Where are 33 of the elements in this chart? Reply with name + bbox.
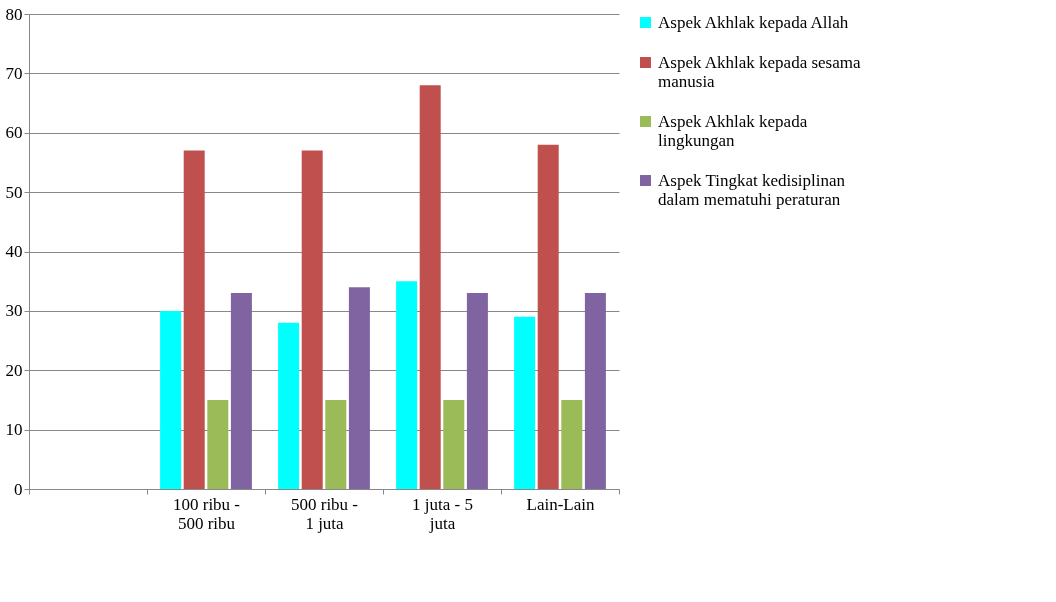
bar [348, 287, 370, 489]
bar [230, 293, 252, 489]
y-tick-label: 40 [5, 242, 23, 261]
y-tick-label: 10 [5, 420, 23, 440]
legend-label: Aspek Tingkat kedisiplinan dalam mematuhi peraturan [658, 170, 846, 209]
legend-label: Aspek Akhlak kepada Allah [658, 12, 849, 32]
bar [561, 399, 583, 489]
bar [301, 150, 323, 489]
bar [584, 293, 606, 489]
x-tick-label: 100 ribu - 500 ribu [172, 494, 241, 533]
x-tick-label: Lain-Lain [526, 494, 595, 514]
bar [278, 322, 300, 489]
bar [325, 399, 347, 489]
x-tick-label: 500 ribu - 1 juta [290, 494, 359, 533]
bar [396, 281, 418, 489]
y-tick-label: 80 [5, 4, 23, 24]
y-tick-label: 30 [5, 301, 23, 321]
bar [207, 399, 229, 489]
bar [514, 316, 536, 489]
bar [537, 144, 559, 489]
bar [443, 399, 465, 489]
y-tick-label: 60 [5, 123, 23, 143]
bar [160, 310, 182, 489]
legend-label: Aspek Akhlak kepada lingkungan [658, 111, 808, 150]
bar [419, 85, 441, 489]
bar [466, 293, 488, 489]
y-tick-label: 50 [5, 182, 23, 202]
x-tick-label: 1 juta - 5 juta [412, 494, 473, 533]
legend-label: Aspek Akhlak kepada sesama manusia [658, 52, 861, 91]
y-tick-label: 20 [5, 360, 23, 380]
bar [183, 150, 205, 489]
y-tick-label: 70 [5, 63, 23, 83]
y-tick-label: 0 [14, 479, 23, 499]
